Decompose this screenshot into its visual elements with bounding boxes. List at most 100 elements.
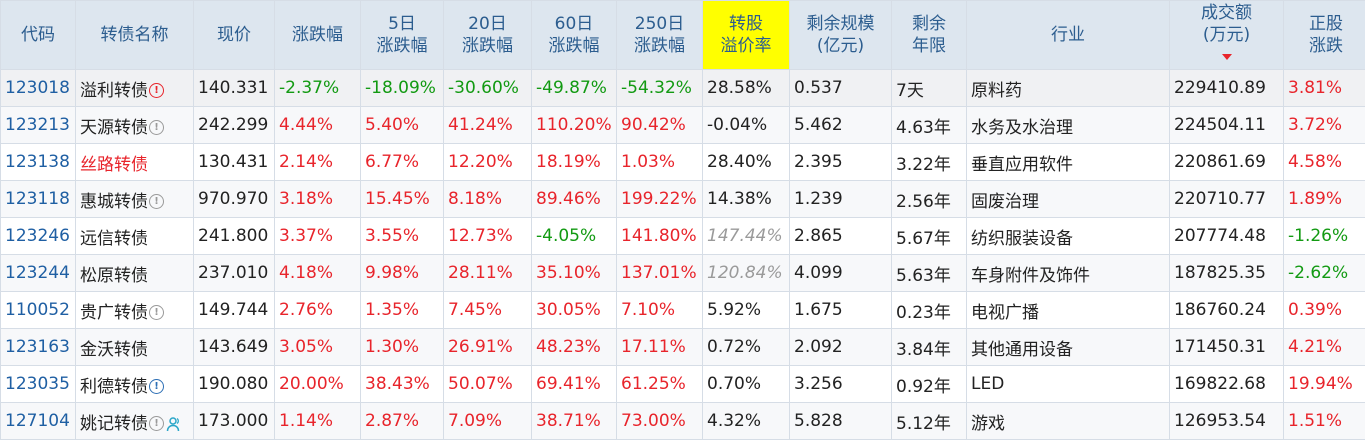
cell-remaining-years-text: 3.84年 <box>896 339 951 360</box>
cell-stock-change: 4.21% <box>1283 328 1365 366</box>
table-row[interactable]: 127104 姚记转债! 173.000 1.14% 2.87% 7.09% 38.71% 7… <box>0 402 1365 440</box>
cell-name[interactable]: 松原转债 <box>75 254 194 292</box>
cell-remaining-scale: 0.537 <box>789 69 892 107</box>
cell-change-250d: 199.22% <box>616 180 703 218</box>
cell-price-text: 241.800 <box>198 226 269 246</box>
cell-name[interactable]: 金沃转债 <box>75 328 194 366</box>
cell-code[interactable]: 110052 <box>0 291 76 329</box>
cell-remaining-years: 3.22年 <box>891 143 967 181</box>
cell-code[interactable]: 123118 <box>0 180 76 218</box>
col-header-change-5d[interactable]: 5日 涨跌幅 <box>360 0 444 70</box>
col-header-stock-change[interactable]: 正股 涨跌 <box>1283 0 1365 70</box>
cell-code[interactable]: 123018 <box>0 69 76 107</box>
cell-remaining-years-text: 4.63年 <box>896 117 951 138</box>
table-row[interactable]: 123035 利德转债! 190.080 20.00% 38.43% 50.07% 69.4… <box>0 365 1365 403</box>
cell-stock-change: 3.81% <box>1283 69 1365 107</box>
cell-change-20d-text: -30.60% <box>448 78 519 98</box>
col-header-industry[interactable]: 行业 <box>966 0 1170 70</box>
alert-blue-icon[interactable]: ! <box>149 379 164 394</box>
table-row[interactable]: 123244 松原转债 237.010 4.18% 9.98% 28.11% 35.10% 1… <box>0 254 1365 292</box>
person-icon[interactable] <box>166 416 182 432</box>
cell-price-text: 173.000 <box>198 411 269 431</box>
cell-change-60d: 18.19% <box>531 143 617 181</box>
cell-change: 3.18% <box>274 180 361 218</box>
cell-code[interactable]: 123246 <box>0 217 76 255</box>
cell-remaining-years: 3.84年 <box>891 328 967 366</box>
cell-change-text: 20.00% <box>279 374 344 394</box>
col-header-change-20d[interactable]: 20日 涨跌幅 <box>443 0 532 70</box>
col-header-turnover[interactable]: 成交额 (万元) <box>1169 0 1284 70</box>
cell-code[interactable]: 127104 <box>0 402 76 440</box>
table-row[interactable]: 123246 远信转债 241.800 3.37% 3.55% 12.73% -4.05% 1… <box>0 217 1365 255</box>
cell-code-text: 123246 <box>5 226 70 246</box>
cell-price-text: 190.080 <box>198 374 269 394</box>
col-header-change-250d[interactable]: 250日 涨跌幅 <box>616 0 703 70</box>
cell-name[interactable]: 丝路转债 <box>75 143 194 181</box>
table-row[interactable]: 123213 天源转债! 242.299 4.44% 5.40% 41.24% 110.20… <box>0 106 1365 144</box>
cell-price: 190.080 <box>193 365 275 403</box>
col-header-price[interactable]: 现价 <box>193 0 275 70</box>
cell-name[interactable]: 贵广转债! <box>75 291 194 329</box>
info-grey-icon[interactable]: ! <box>149 120 164 135</box>
cell-change-20d-text: 8.18% <box>448 189 503 209</box>
cell-code[interactable]: 123244 <box>0 254 76 292</box>
cell-code[interactable]: 123213 <box>0 106 76 144</box>
cell-turnover-text: 207774.48 <box>1174 226 1266 246</box>
cell-change: 1.14% <box>274 402 361 440</box>
cell-turnover-text: 187825.35 <box>1174 263 1266 283</box>
cell-name[interactable]: 天源转债! <box>75 106 194 144</box>
cell-name[interactable]: 姚记转债! <box>75 402 194 440</box>
cell-change-60d: 38.71% <box>531 402 617 440</box>
col-header-remaining-scale[interactable]: 剩余规模 (亿元) <box>789 0 892 70</box>
cell-change-60d-text: 48.23% <box>536 337 601 357</box>
table-row[interactable]: 123118 惠城转债! 970.970 3.18% 15.45% 8.18% 89.46%… <box>0 180 1365 218</box>
cell-stock-change-text: 0.39% <box>1288 300 1343 320</box>
cell-change-20d: -30.60% <box>443 69 532 107</box>
cell-stock-change: -1.26% <box>1283 217 1365 255</box>
cell-change-5d: 3.55% <box>360 217 444 255</box>
cell-code-text: 123244 <box>5 263 70 283</box>
cell-conversion-premium-text: 0.72% <box>707 337 762 357</box>
cell-conversion-premium-text: 147.44% <box>707 226 783 246</box>
cell-conversion-premium: 4.32% <box>702 402 790 440</box>
cell-code-text: 127104 <box>5 411 70 431</box>
cell-change: 2.76% <box>274 291 361 329</box>
col-header-remaining-years[interactable]: 剩余 年限 <box>891 0 967 70</box>
cell-code[interactable]: 123035 <box>0 365 76 403</box>
table-row[interactable]: 110052 贵广转债! 149.744 2.76% 1.35% 7.45% 30.05% 7… <box>0 291 1365 329</box>
cell-industry: 游戏 <box>966 402 1170 440</box>
cell-turnover: 171450.31 <box>1169 328 1284 366</box>
cell-change-text: 4.44% <box>279 115 334 135</box>
col-header-name[interactable]: 转债名称 <box>75 0 194 70</box>
cell-industry: 其他通用设备 <box>966 328 1170 366</box>
col-header-conversion-premium[interactable]: 转股 溢价率 <box>702 0 790 70</box>
cell-name[interactable]: 利德转债! <box>75 365 194 403</box>
info-grey-icon[interactable]: ! <box>149 416 164 431</box>
cell-turnover-text: 171450.31 <box>1174 337 1266 357</box>
cell-change-5d: 1.30% <box>360 328 444 366</box>
cell-price-text: 149.744 <box>198 300 269 320</box>
alert-red-icon[interactable]: ! <box>149 83 164 98</box>
table-row[interactable]: 123163 金沃转债 143.649 3.05% 1.30% 26.91% 48.23% 1… <box>0 328 1365 366</box>
col-header-change-60d[interactable]: 60日 涨跌幅 <box>531 0 617 70</box>
cell-remaining-scale: 3.256 <box>789 365 892 403</box>
col-header-change[interactable]: 涨跌幅 <box>274 0 361 70</box>
cell-stock-change: 4.58% <box>1283 143 1365 181</box>
info-grey-icon[interactable]: ! <box>149 305 164 320</box>
cell-remaining-years-text: 3.22年 <box>896 154 951 175</box>
cell-code[interactable]: 123138 <box>0 143 76 181</box>
cell-change-text: -2.37% <box>279 78 340 98</box>
cell-name[interactable]: 惠城转债! <box>75 180 194 218</box>
cell-code[interactable]: 123163 <box>0 328 76 366</box>
table-row[interactable]: 123138 丝路转债 130.431 2.14% 6.77% 12.20% 18.19% 1… <box>0 143 1365 181</box>
cell-change-20d: 41.24% <box>443 106 532 144</box>
cell-remaining-years: 5.67年 <box>891 217 967 255</box>
col-header-code[interactable]: 代码 <box>0 0 76 70</box>
cell-name[interactable]: 远信转债 <box>75 217 194 255</box>
cell-change-5d-text: 3.55% <box>365 226 420 246</box>
cell-remaining-scale-text: 2.395 <box>794 152 843 172</box>
cell-change-60d: 89.46% <box>531 180 617 218</box>
table-row[interactable]: 123018 溢利转债! 140.331 -2.37% -18.09% -30.60% -4… <box>0 69 1365 107</box>
cell-name[interactable]: 溢利转债! <box>75 69 194 107</box>
info-grey-icon[interactable]: ! <box>149 194 164 209</box>
